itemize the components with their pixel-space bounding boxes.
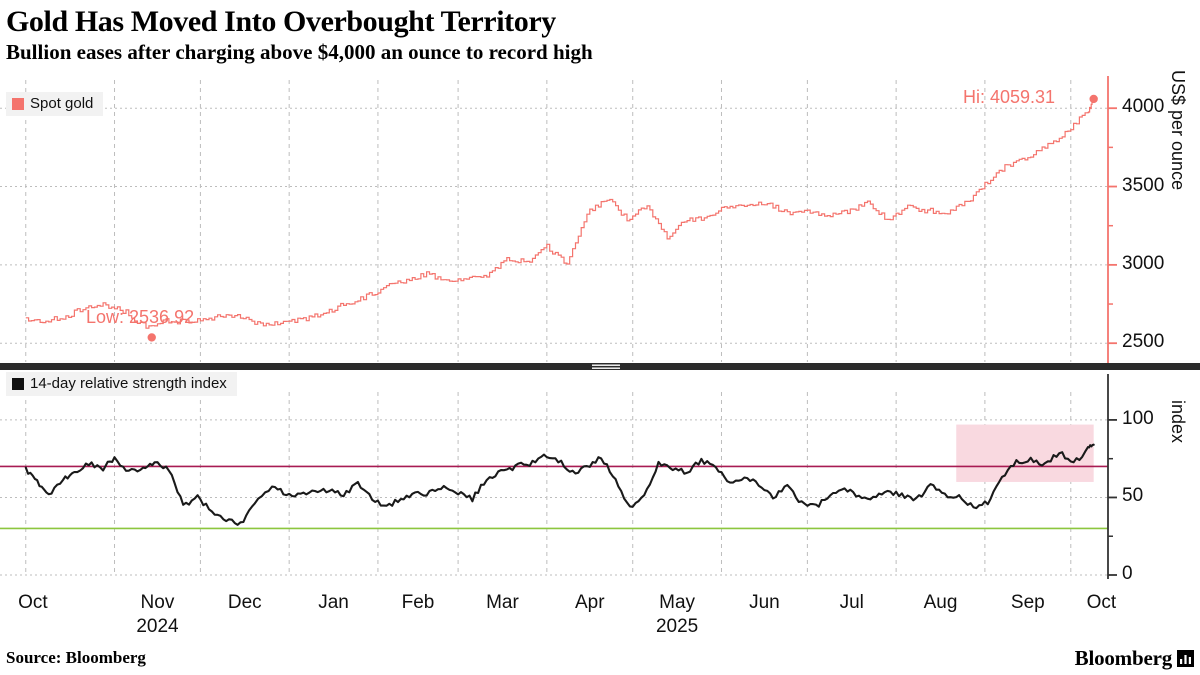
chart-plot-area: Spot gold 14-day relative strength index…	[0, 75, 1200, 585]
annotation-high: Hi: 4059.31	[963, 87, 1056, 107]
x-tick-month: Dec	[227, 592, 262, 613]
x-tick-month: Oct	[1086, 592, 1117, 613]
x-tick-month: Feb	[401, 592, 435, 613]
annotation-low: Low: 2536.92	[86, 307, 195, 327]
x-tick-month: Apr	[574, 592, 605, 613]
x-tick-month: Aug	[923, 592, 958, 613]
y-tick-price: 3500	[1122, 174, 1165, 196]
axis-spines	[1107, 76, 1117, 579]
legend-label: 14-day relative strength index	[30, 375, 227, 392]
gridlines-price-panel	[0, 80, 1108, 362]
x-tick-month: Jul	[839, 592, 864, 613]
y-axis-title-index: index	[1168, 400, 1188, 444]
series-markers	[147, 94, 1098, 342]
rsi-series	[24, 443, 1095, 526]
overbought-shaded-region	[956, 424, 1094, 482]
x-tick-month: Jun	[749, 592, 780, 613]
x-tick-month: May	[659, 592, 696, 613]
legend-swatch-icon	[12, 378, 24, 390]
rsi-reference-lines	[0, 465, 1108, 530]
x-tick-month: Nov	[140, 592, 175, 613]
page-title: Gold Has Moved Into Overbought Territory	[6, 5, 556, 38]
x-tick-year: 2025	[655, 616, 699, 637]
y-tick-index: 100	[1122, 407, 1154, 429]
chart-canvas	[0, 76, 1200, 579]
page-subtitle: Bullion eases after charging above $4,00…	[6, 40, 593, 64]
spot-gold-series	[25, 99, 1095, 329]
y-tick-price: 4000	[1122, 96, 1165, 118]
source-note: Source: Bloomberg	[6, 648, 146, 667]
x-tick-month: Mar	[486, 592, 519, 613]
y-tick-index: 50	[1122, 485, 1144, 507]
y-tick-index: 0	[1122, 563, 1133, 584]
bloomberg-terminal-icon	[1177, 650, 1194, 667]
bloomberg-branding: Bloomberg	[1075, 646, 1194, 671]
x-tick-month: Oct	[18, 592, 48, 613]
y-axis-title-price: US$ per ounce	[1168, 70, 1188, 191]
gridlines-index-panel	[0, 392, 1108, 576]
x-tick-month: Sep	[1010, 592, 1045, 613]
panel-divider	[0, 363, 1200, 370]
legend-label: Spot gold	[30, 95, 94, 112]
y-tick-price: 2500	[1122, 331, 1165, 353]
brand-label: Bloomberg	[1074, 646, 1173, 670]
x-tick-month: Jan	[318, 592, 349, 613]
legend-rsi[interactable]: 14-day relative strength index	[6, 372, 237, 396]
legend-swatch-icon	[12, 98, 24, 110]
legend-spot-gold[interactable]: Spot gold	[6, 92, 104, 116]
x-tick-year: 2024	[136, 616, 179, 637]
chart-header: Gold Has Moved Into Overbought Territory…	[0, 0, 1200, 65]
y-tick-price: 3000	[1122, 252, 1165, 274]
chart-footer: Source: Bloomberg Bloomberg	[0, 645, 1200, 675]
